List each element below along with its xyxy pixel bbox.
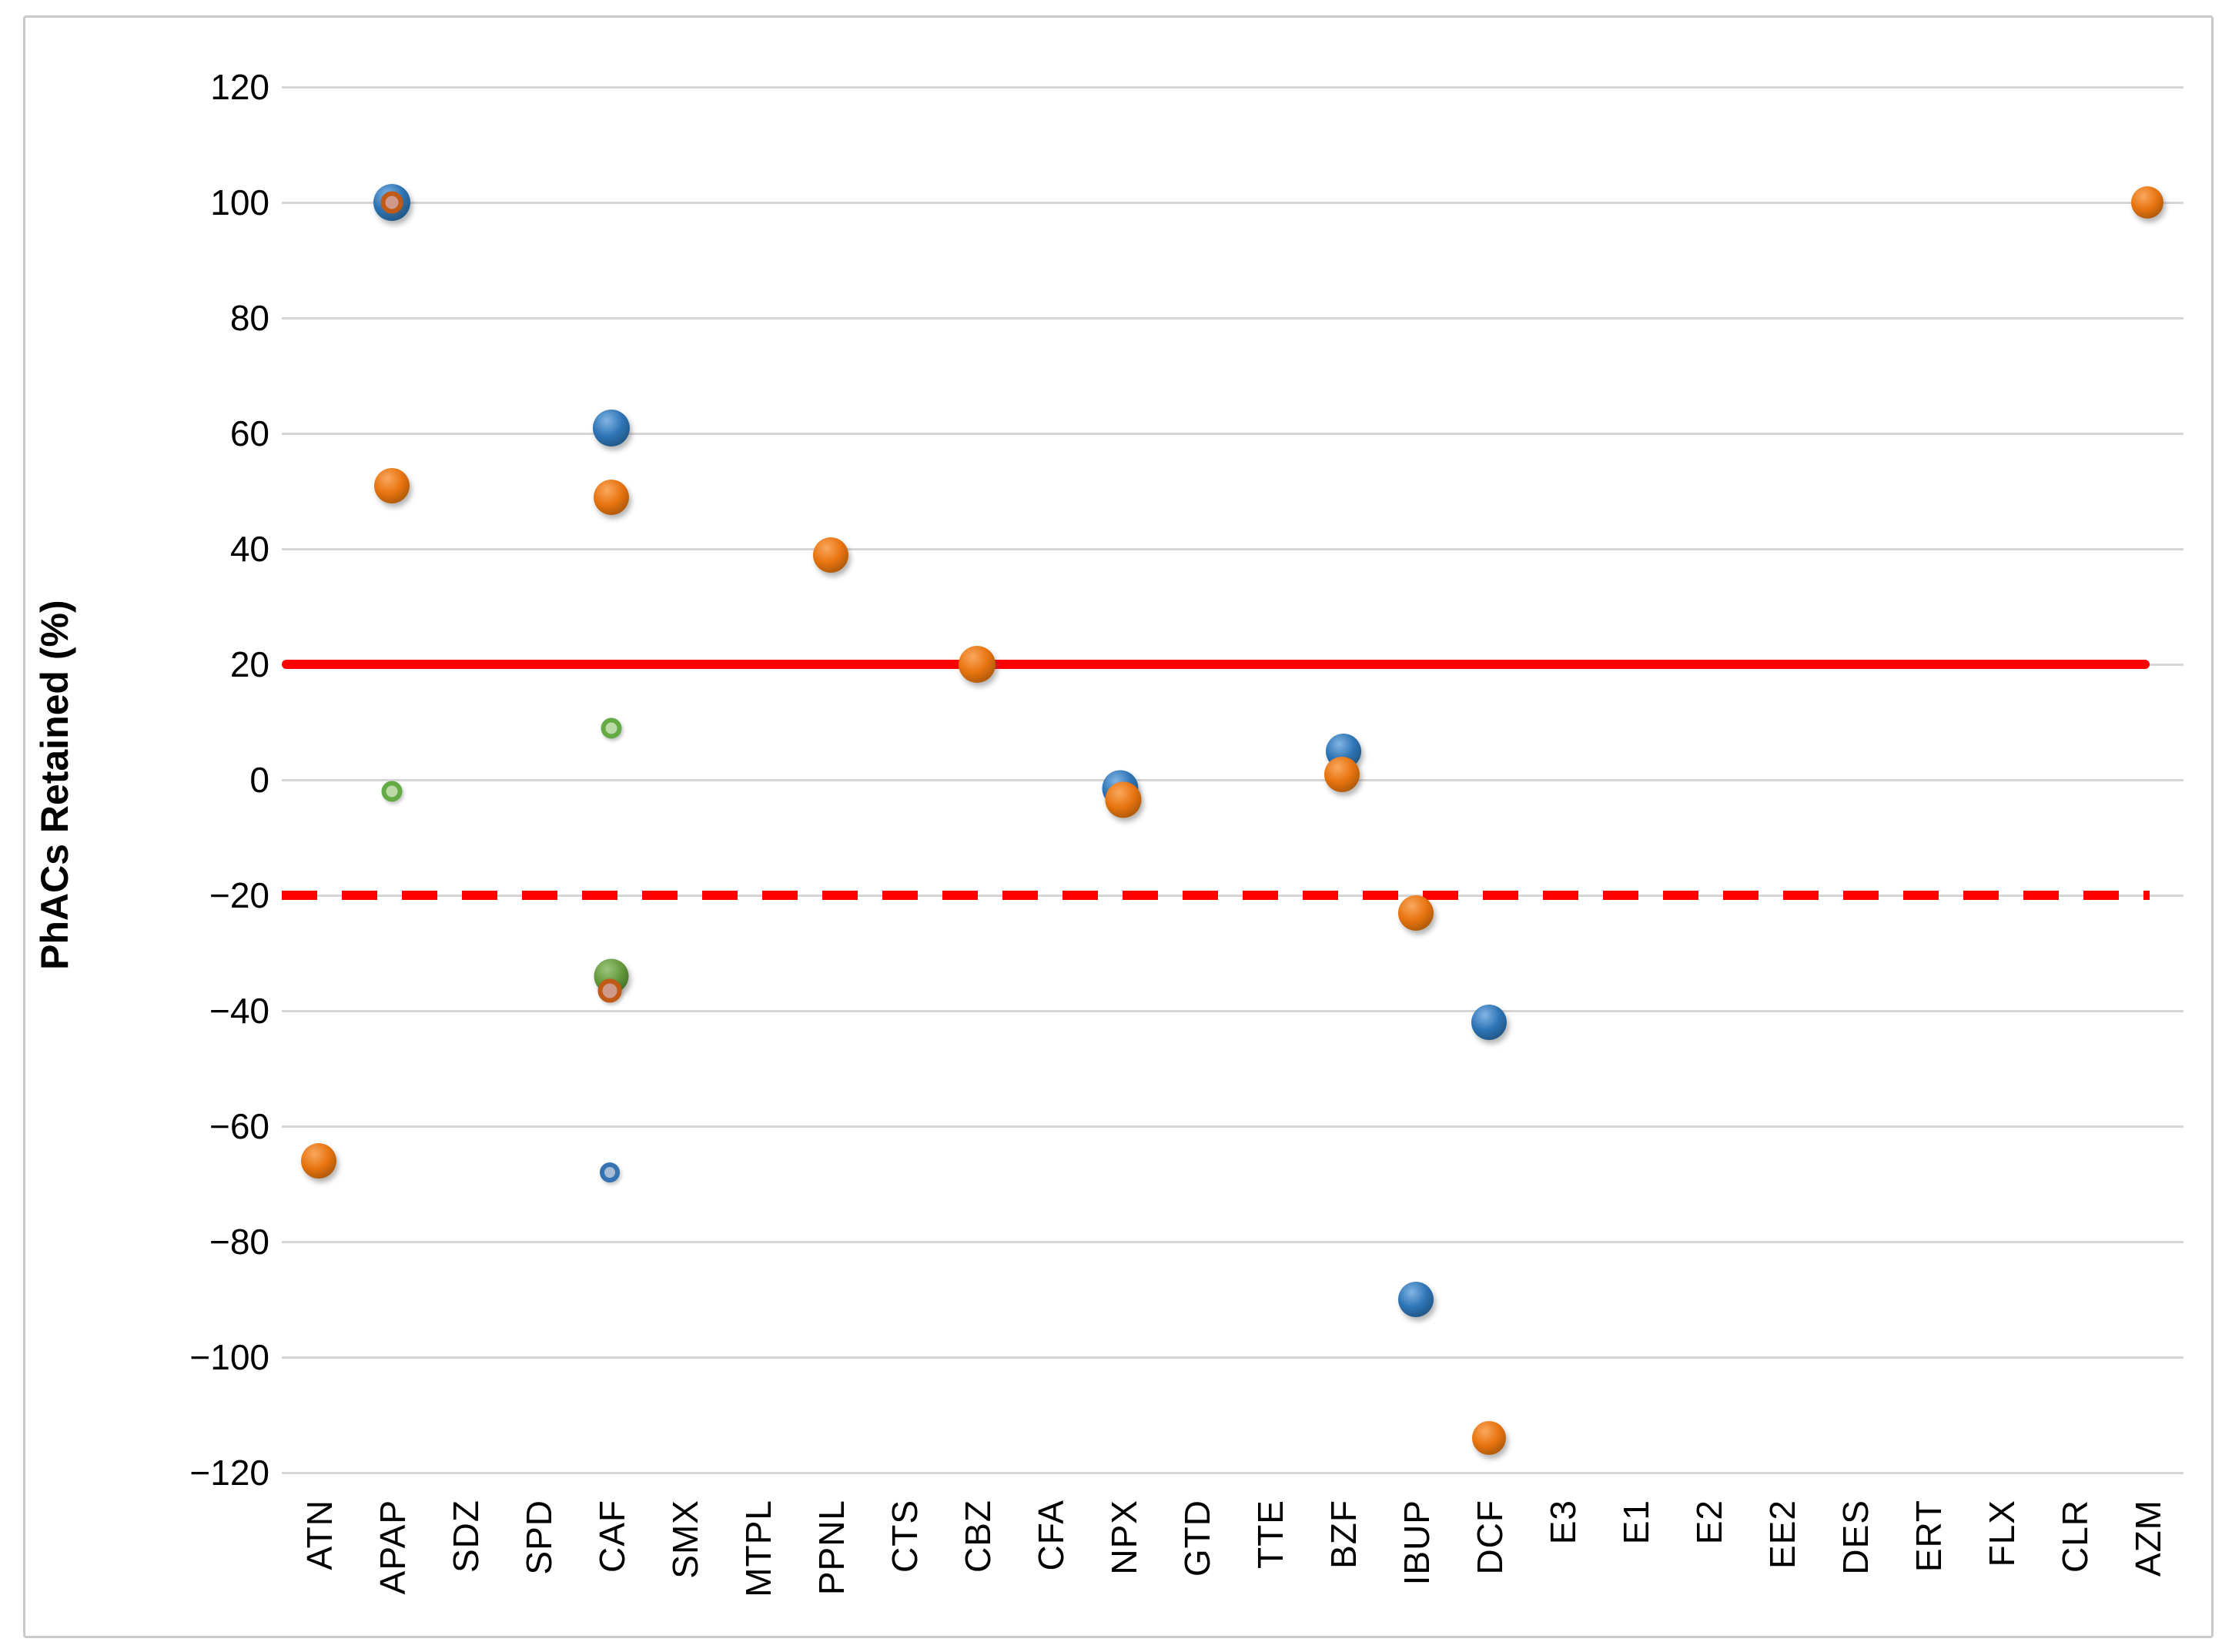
x-category-label: CAF [591,1500,632,1573]
y-gridline [282,317,2183,319]
y-gridline [282,548,2183,550]
data-point-orange[interactable] [373,467,410,503]
y-tick-label: 40 [229,529,269,569]
x-category-label: E3 [1542,1500,1583,1545]
x-category-label: IBUP [1396,1500,1437,1586]
y-tick-label: 60 [229,413,269,453]
y-gridline [282,1010,2183,1012]
data-point-orange[interactable] [300,1143,336,1179]
x-category-label: TTE [1250,1500,1290,1569]
y-gridline [282,433,2183,435]
x-category-label: E1 [1615,1500,1656,1545]
y-tick-label: −100 [189,1337,269,1377]
x-category-label: E2 [1688,1500,1729,1545]
x-category-label: APAP [372,1500,413,1595]
y-tick-label: 100 [210,182,269,222]
y-gridline [282,1125,2183,1128]
data-point-orange[interactable] [1105,781,1141,818]
data-point-orange[interactable] [593,479,629,515]
reference-line-solid [282,660,2150,669]
y-tick-label: −80 [209,1222,269,1262]
x-category-label: SMX [664,1500,705,1579]
y-tick-label: −120 [189,1453,269,1493]
data-point-orange[interactable] [1323,756,1360,792]
data-point-blue[interactable] [1471,1005,1507,1040]
x-category-label: SDZ [445,1500,486,1573]
y-gridline [282,202,2183,204]
data-point-green[interactable] [601,717,621,738]
x-category-label: CBZ [957,1500,998,1573]
y-gridline [282,1241,2183,1243]
data-point-orange[interactable] [1397,895,1434,931]
data-point-blue[interactable] [599,1162,620,1182]
data-point-orange[interactable] [958,646,996,683]
y-gridline [282,1472,2183,1474]
x-category-label: ERT [1908,1500,1949,1573]
data-point-orange[interactable] [2130,186,2163,219]
reference-line-dashed [282,891,2150,900]
x-category-label: CFA [1030,1500,1071,1571]
x-category-label: PPNL [811,1500,852,1596]
x-category-label: DES [1835,1500,1876,1575]
x-category-label: BZF [1323,1500,1364,1569]
y-tick-label: −60 [209,1106,269,1146]
x-category-label: CLR [2054,1500,2095,1573]
x-category-label: ATN [299,1500,340,1570]
x-category-label: EE2 [1762,1500,1802,1569]
data-point-green[interactable] [381,781,402,802]
data-point-orange[interactable] [812,537,848,573]
y-tick-label: 0 [249,760,269,800]
data-point-blue[interactable] [592,409,630,446]
x-category-label: SPD [518,1500,559,1575]
data-point-orange[interactable] [597,978,621,1003]
y-tick-label: −40 [209,991,269,1031]
x-category-label: FLX [1981,1500,2022,1567]
x-category-label: DCF [1469,1500,1510,1575]
y-gridline [282,1356,2183,1359]
x-category-label: CTS [884,1500,925,1573]
data-point-blue[interactable] [1397,1282,1434,1317]
y-gridline [282,779,2183,781]
x-category-label: AZM [2127,1500,2168,1577]
data-point-orange[interactable] [1471,1421,1506,1455]
x-category-label: MTPL [738,1500,778,1597]
x-category-label: GTD [1176,1500,1217,1577]
y-tick-label: 20 [229,644,269,684]
y-tick-label: −20 [209,875,269,915]
y-gridline [282,86,2183,89]
data-point-orange[interactable] [380,191,403,214]
y-axis-title: PhACs Retained (%) [33,600,76,971]
x-category-label: NPX [1103,1500,1144,1575]
y-tick-label: 120 [210,67,269,107]
y-tick-label: 80 [229,298,269,338]
chart-plot-frame [23,15,2214,1638]
